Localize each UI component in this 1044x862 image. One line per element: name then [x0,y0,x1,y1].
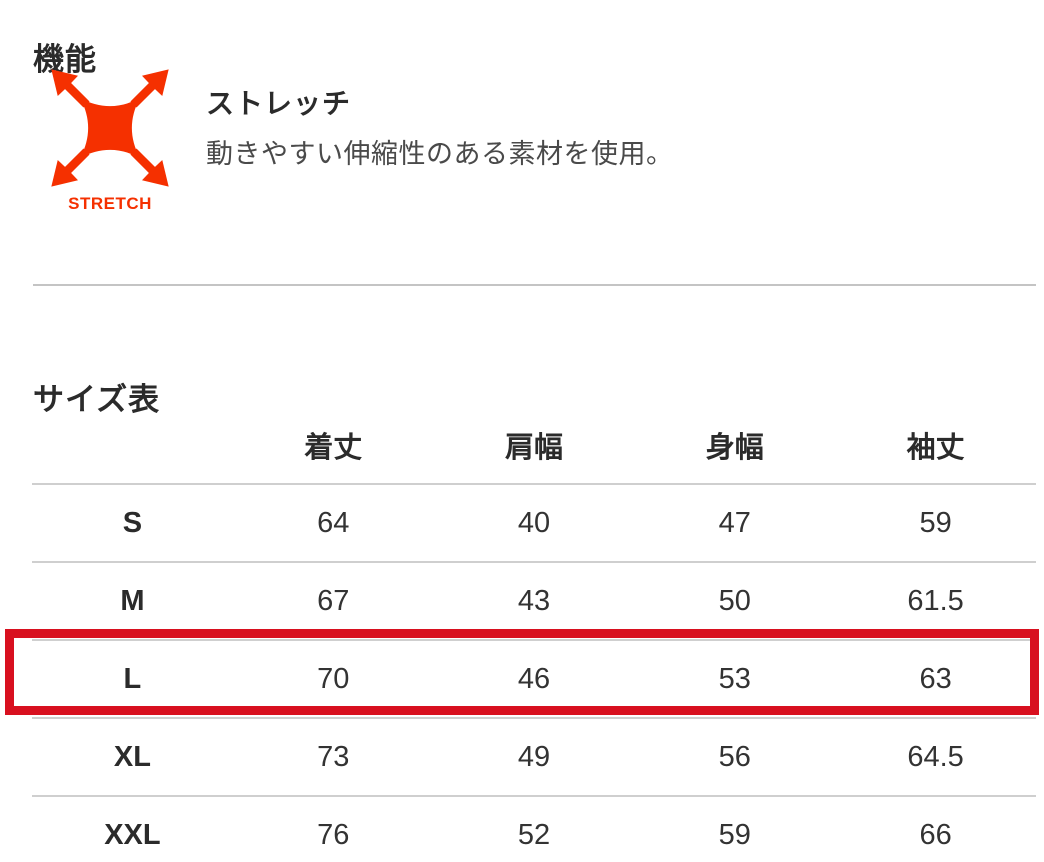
measurement-cell: 43 [517,584,551,617]
measurement-cell: 50 [718,584,751,617]
size-label: M [120,584,145,617]
measurement-cell: 59 [718,818,751,851]
measurement-cell: 47 [718,506,751,539]
size-label: S [122,506,143,539]
size-table-header-row: 着丈 肩幅 身幅 袖丈 [32,407,1036,485]
measurement-cell: 52 [517,818,551,851]
size-table: 着丈 肩幅 身幅 袖丈 S 64 40 47 59 M 67 43 50 61.… [32,407,1036,862]
stretch-feature-icon-block: STRETCH [44,64,176,214]
measurement-cell: 67 [317,584,350,617]
measurement-cell: 46 [517,662,551,695]
table-row-size-m: M 67 43 50 61.5 [32,562,1036,640]
stretch-icon [44,64,176,192]
table-row-size-s: S 64 40 47 59 [32,484,1036,562]
size-label: XXL [104,818,161,851]
measurement-cell: 70 [317,662,350,695]
size-label: XL [113,740,151,773]
measurement-cell: 49 [517,740,551,773]
column-header-sleeve: 袖丈 [835,407,1036,485]
measurement-cell: 66 [919,818,952,851]
measurement-cell: 76 [317,818,350,851]
measurement-cell: 63 [919,662,952,695]
size-label: L [123,662,142,695]
table-row-size-xl: XL 73 49 56 64.5 [32,718,1036,796]
table-row-size-l-highlighted: L 70 46 53 63 [32,640,1036,718]
features-heading: 機能 [33,41,97,77]
feature-title: ストレッチ [206,88,352,119]
size-column-header-blank [32,407,233,485]
measurement-cell: 61.5 [907,584,964,617]
measurement-cell: 59 [919,506,952,539]
measurement-cell: 64.5 [907,740,964,773]
column-header-length: 着丈 [232,407,434,485]
table-row-size-xxl: XXL 76 52 59 66 [32,796,1036,862]
measurement-cell: 53 [718,662,751,695]
section-divider [33,284,1036,286]
measurement-cell: 40 [517,506,551,539]
measurement-cell: 64 [317,506,350,539]
measurement-cell: 73 [317,740,350,773]
column-header-chest: 身幅 [634,407,836,485]
feature-description: 動きやすい伸縮性のある素材を使用。 [206,139,674,169]
column-header-shoulder: 肩幅 [433,407,635,485]
measurement-cell: 56 [718,740,751,773]
stretch-icon-label: STRETCH [68,194,152,213]
